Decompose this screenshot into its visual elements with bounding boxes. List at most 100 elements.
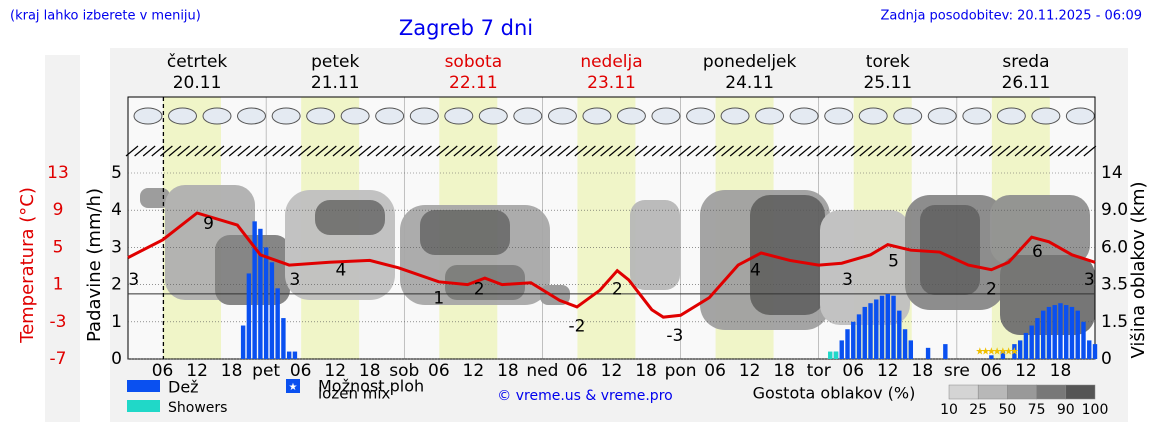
precip-bar <box>246 273 252 359</box>
wind-barb <box>436 145 450 157</box>
icon-cloud <box>858 107 888 125</box>
weather-icon <box>133 107 163 125</box>
day-name: torek <box>866 52 910 72</box>
precip-bar <box>828 351 833 359</box>
x-tick-label: 18 <box>359 361 381 381</box>
precip-bar <box>868 303 873 359</box>
wind-barb <box>928 145 941 157</box>
temp-label: -2 <box>568 317 585 337</box>
wind-barb <box>721 145 734 157</box>
icon-cloud <box>237 107 266 125</box>
precip-bar <box>1046 306 1052 359</box>
wind-barb <box>963 145 976 157</box>
icon-cloud <box>582 107 612 125</box>
precip-bar <box>1064 305 1069 359</box>
cloud-area <box>420 210 510 255</box>
wind-barb <box>263 145 277 157</box>
x-tick-label: 18 <box>497 361 519 381</box>
legend-label: Dež <box>168 378 199 397</box>
icon-cloud <box>962 107 992 125</box>
y-tick-label: 1 <box>111 312 122 332</box>
y-tick-label: 5 <box>111 163 122 183</box>
weather-icon <box>375 107 405 125</box>
x-tick-label: 18 <box>1050 361 1072 381</box>
wind-barb <box>833 145 847 157</box>
wind-barb <box>643 145 657 157</box>
wind-barb <box>470 145 484 157</box>
day-name: nedelja <box>580 52 642 72</box>
precip-bar <box>862 306 867 359</box>
wind-barb <box>211 145 225 157</box>
wind-barb <box>798 145 812 157</box>
temp-label: 3 <box>842 270 853 290</box>
weather-icon <box>996 107 1026 125</box>
wind-barb <box>384 145 397 157</box>
wind-barb <box>419 145 432 157</box>
x-tick-label: 18 <box>912 361 934 381</box>
precip-bar <box>281 318 286 359</box>
temp-label: 3 <box>290 270 301 290</box>
wind-barb <box>392 145 406 157</box>
x-tick-label: 12 <box>877 361 899 381</box>
y2-axis-title: Višina oblakov (km) <box>1128 181 1149 358</box>
precip-bar <box>908 340 914 359</box>
precip-bar <box>897 310 902 359</box>
wind-barb <box>332 145 346 157</box>
precip-bar <box>1023 332 1029 359</box>
wind-barb <box>669 145 682 157</box>
wind-barb <box>323 145 337 157</box>
cloud-scale-box <box>1036 384 1067 400</box>
snow-star: ★ <box>1010 346 1019 357</box>
icon-cloud <box>547 107 577 125</box>
precip-bar <box>989 355 994 359</box>
wind-barb <box>272 145 286 157</box>
wind-barb <box>505 145 518 157</box>
wind-barb <box>945 145 959 157</box>
precip-bar <box>943 344 948 359</box>
y2-tick-label: 1.5 <box>1101 312 1128 332</box>
wind-barb <box>410 145 424 157</box>
wind-barb <box>1023 145 1037 157</box>
temperature-line <box>127 211 1096 319</box>
snow-star: ★ <box>981 346 990 357</box>
weather-icon <box>824 107 854 125</box>
update-time: Zadnja posodobitev: 20.11.2025 - 06:09 <box>880 9 1142 24</box>
icon-cloud <box>306 107 336 125</box>
x-tick-label: 12 <box>1015 361 1037 381</box>
wind-barb <box>885 145 898 157</box>
wind-barb <box>997 145 1011 157</box>
weather-icon <box>409 107 439 125</box>
weather-icon <box>755 107 785 125</box>
temp-label: 9 <box>203 214 214 234</box>
cloud-scale-box <box>977 384 1008 400</box>
wind-barb <box>349 145 363 157</box>
x-tick-label: ned <box>526 361 558 381</box>
snow-star: ★ <box>975 346 984 357</box>
wind-barb <box>513 145 527 157</box>
wind-barb <box>746 145 760 157</box>
precip-bar <box>1035 318 1040 359</box>
cloud-scale-label: 25 <box>969 402 987 418</box>
precip-bar <box>874 299 879 359</box>
x-tick-label: 12 <box>324 361 346 381</box>
wind-barb <box>1083 145 1097 157</box>
day-date: 24.11 <box>725 73 774 93</box>
credit: © vreme.us & vreme.pro <box>497 388 672 404</box>
wind-barb <box>617 145 631 157</box>
y-tick-label: 3 <box>111 237 122 257</box>
wind-barb <box>522 145 536 157</box>
y2-tick-label: 0 <box>1101 349 1112 369</box>
icon-cloud <box>513 107 543 125</box>
icon-cloud <box>1065 107 1095 125</box>
wind-barb <box>565 145 579 157</box>
weather-icon <box>893 107 923 125</box>
legend-swatch <box>127 400 160 412</box>
wind-barb <box>876 145 890 157</box>
wind-barb <box>574 145 588 157</box>
day-name: sobota <box>445 52 503 72</box>
legend-swatch <box>286 379 300 393</box>
precip-bar <box>891 295 896 359</box>
wind-barb <box>910 145 924 157</box>
day-date: 21.11 <box>311 73 360 93</box>
